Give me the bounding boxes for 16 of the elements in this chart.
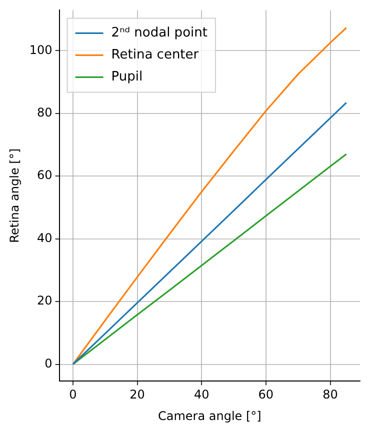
x-axis-title: Camera angle [°] (158, 408, 262, 423)
x-tick-label: 80 (322, 388, 338, 402)
legend-label: 2ⁿᵈ nodal point (111, 26, 208, 41)
y-axis-title: Retina angle [°] (7, 148, 22, 243)
x-tick-label: 40 (194, 388, 210, 402)
x-tick-label: 60 (258, 388, 274, 402)
y-tick-label: 0 (44, 356, 52, 370)
y-tick-label: 40 (37, 230, 52, 245)
x-tick-label: 20 (130, 388, 145, 402)
x-tick-label: 0 (69, 388, 77, 402)
legend-label: Retina center (111, 48, 200, 63)
y-tick-label: 80 (37, 106, 52, 120)
y-tick-label: 20 (37, 294, 52, 308)
y-tick-label: 100 (29, 42, 52, 57)
legend-label: Pupil (111, 70, 143, 85)
y-tick-label: 60 (37, 168, 52, 182)
